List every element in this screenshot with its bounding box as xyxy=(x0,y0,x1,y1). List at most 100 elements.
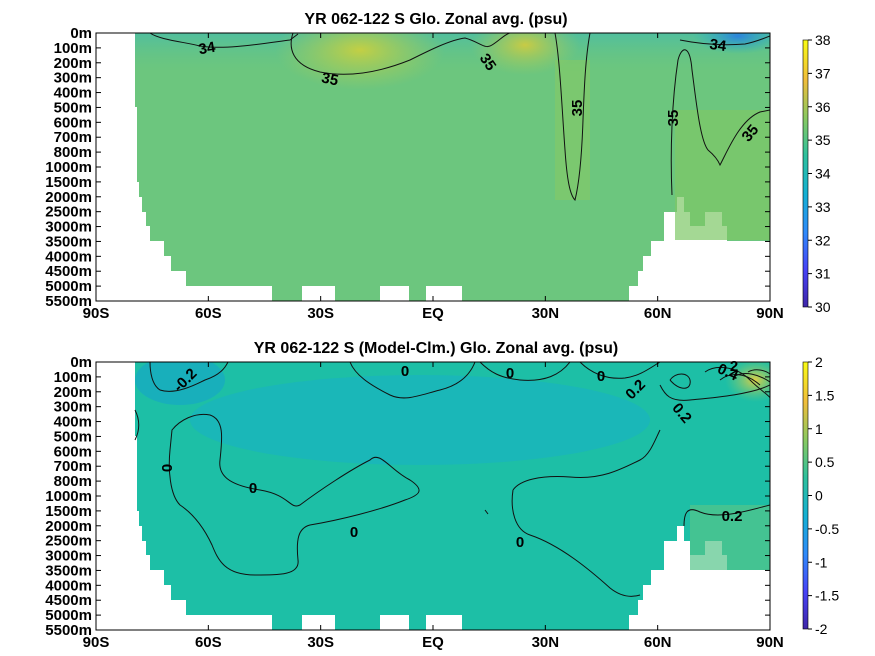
panel-a-contours xyxy=(149,33,770,201)
panel-b-y-tick-label: 3000m xyxy=(45,548,92,565)
panel-mean-salinity: YR 062-122 S Glo. Zonal avg. (psu) 34 35… xyxy=(45,11,831,322)
panel-a-y-tick-label: 1000m xyxy=(45,159,92,176)
panel-b-low-anomaly-south xyxy=(135,362,225,405)
panel-a-y-tick-label: 1500m xyxy=(45,174,92,191)
panel-a-contour-label-34-left: 34 xyxy=(197,39,217,59)
panel-a-cb-tick-label: 34 xyxy=(815,166,831,182)
panel-a-contour-label-35-a: 35 xyxy=(320,69,340,89)
panel-a-x-tick-label: 60N xyxy=(644,305,672,322)
panel-a-y-tick-label: 2500m xyxy=(45,204,92,221)
panel-b-y-tick-label: 0m xyxy=(70,354,92,371)
panel-a-arctic-fresh xyxy=(693,33,770,54)
panel-a-y-tick-label: 4500m xyxy=(45,263,92,280)
panel-a-y-tick-label: 800m xyxy=(54,144,92,161)
panel-b-cb-tick-label: -2 xyxy=(815,621,828,637)
panel-b-x-tick-label: 90S xyxy=(83,634,110,651)
panel-b-colorbar xyxy=(802,361,809,630)
panel-b-x-tick-label: 30S xyxy=(307,634,334,651)
panel-b-cb-tick-label: -0.5 xyxy=(815,521,839,537)
panel-b-contour-label-0-d: 0 xyxy=(401,363,409,380)
panel-a-cb-tick-label: 32 xyxy=(815,232,831,248)
panel-a-north-atlantic xyxy=(675,110,770,240)
panel-b-y-tick-label: 4000m xyxy=(45,577,92,594)
panel-a-y-tick-label: 0m xyxy=(70,25,92,42)
panel-a-y-tick-label: 2000m xyxy=(45,189,92,206)
panel-b-contour-label-0-g: 0 xyxy=(516,534,524,551)
panel-b-cb-tick-label: 0 xyxy=(815,488,823,504)
panel-b-cb-tick-label: 1 xyxy=(815,421,823,437)
panel-a-y-tick-label: 700m xyxy=(54,129,92,146)
panel-b-north-positive xyxy=(690,505,770,570)
panel-b-cb-tick-label: 2 xyxy=(815,354,823,370)
panel-b-contour-label-2: 2 xyxy=(730,358,738,375)
panel-b-y-tick-label: 800m xyxy=(54,473,92,490)
panel-a-cb-tick-label: 37 xyxy=(815,65,831,81)
panel-b-y-tick-label: 5000m xyxy=(45,607,92,624)
panel-b-y-tick-label: 4500m xyxy=(45,592,92,609)
panel-b-cb-tick-label: -1 xyxy=(815,554,828,570)
panel-b-y-tick-label: 3500m xyxy=(45,562,92,579)
panel-a-y-tick-label: 400m xyxy=(54,85,92,102)
panel-a-ocean-area xyxy=(135,33,770,301)
panel-a-x-tick-label: 90S xyxy=(83,305,110,322)
panel-b-field xyxy=(134,362,770,630)
panel-a-cb-tick-label: 36 xyxy=(815,99,831,115)
panel-a-y-tick-label: 3000m xyxy=(45,219,92,236)
panel-b-contour-label-0-e: 0 xyxy=(506,365,514,382)
panel-a-cb-tick-label: 33 xyxy=(815,199,831,215)
panel-a-x-tick-label: EQ xyxy=(422,305,444,322)
panel-b-y-tick-label: 600m xyxy=(54,443,92,460)
panel-a-title: YR 062-122 S Glo. Zonal avg. (psu) xyxy=(304,11,567,28)
panel-a-contour-label-34-right: 34 xyxy=(708,36,728,55)
panel-a-colorbar-ticks: 38 37 36 35 34 33 32 31 30 xyxy=(808,32,831,315)
panel-a-axes: 90S 60S 30S EQ 30N 60N 90N0m100m200m300m400m50… xyxy=(45,25,783,322)
panel-a-x-tick-label: 60S xyxy=(195,305,222,322)
panel-b-x-tick-label: EQ xyxy=(422,634,444,651)
panel-b-y-tick-label: 5500m xyxy=(45,622,92,639)
panel-b-cb-tick-label: -1.5 xyxy=(815,588,839,604)
panel-a-y-tick-label: 5000m xyxy=(45,278,92,295)
panel-a-cb-tick-label: 38 xyxy=(815,32,831,48)
panel-a-y-tick-label: 3500m xyxy=(45,233,92,250)
panel-a-y-tick-label: 500m xyxy=(54,99,92,116)
panel-b-contours xyxy=(134,362,770,597)
panel-b-y-tick-label: 100m xyxy=(54,369,92,386)
panel-b-cb-tick-label: 0.5 xyxy=(815,454,835,470)
panel-a-contour-label-35-d: 35 xyxy=(665,110,682,127)
panel-b-contour-label-0-c: 0 xyxy=(350,524,358,541)
panel-b-y-tick-label: 700m xyxy=(54,458,92,475)
panel-b-y-tick-label: 1500m xyxy=(45,503,92,520)
panel-b-contour-label-02-c: 0.2 xyxy=(722,508,743,525)
panel-b-x-tick-label: 60S xyxy=(195,634,222,651)
panel-a-subtropical-max-south xyxy=(275,33,445,90)
panel-b-x-tick-label: 90N xyxy=(756,634,784,651)
panel-b-high-anomaly-north xyxy=(725,362,770,402)
panel-b-x-tick-label: 60N xyxy=(644,634,672,651)
panel-a-y-tick-label: 5500m xyxy=(45,293,92,310)
panel-a-surface-shade xyxy=(135,33,770,73)
panel-a-cb-tick-label: 35 xyxy=(815,132,831,148)
panel-b-contour-label-0-b: 0 xyxy=(249,480,257,497)
panel-model-minus-climatology: YR 062-122 S (Model-Clm.) Glo. Zonal avg… xyxy=(45,340,839,651)
panel-a-y-tick-label: 100m xyxy=(54,40,92,57)
panel-b-y-tick-label: 300m xyxy=(54,399,92,416)
panel-b-y-tick-label: 2500m xyxy=(45,533,92,550)
panel-a-y-tick-label: 4000m xyxy=(45,248,92,265)
panel-b-y-tick-label: 500m xyxy=(54,428,92,445)
panel-b-cb-tick-label: 1.5 xyxy=(815,387,835,403)
panel-a-cb-tick-label: 31 xyxy=(815,266,831,282)
panel-a-subtropical-max-north xyxy=(470,33,580,75)
panel-b-y-tick-label: 2000m xyxy=(45,518,92,535)
panel-b-x-tick-label: 30N xyxy=(532,634,560,651)
panel-b-y-tick-label: 400m xyxy=(54,414,92,431)
panel-b-low-anomaly xyxy=(190,375,650,465)
panel-b-y-tick-label: 1000m xyxy=(45,488,92,505)
panel-b-y-tick-label: 200m xyxy=(54,384,92,401)
panel-b-axes: 90S 60S 30S EQ 30N 60N 90N0m100m200m300m400m50… xyxy=(45,354,783,651)
panel-a-field xyxy=(135,33,770,301)
panel-b-title: YR 062-122 S (Model-Clm.) Glo. Zonal avg… xyxy=(254,340,619,357)
panel-b-contour-label-0-f: 0 xyxy=(597,368,605,385)
panel-a-cb-tick-label: 30 xyxy=(815,299,831,315)
panel-a-colorbar xyxy=(802,39,809,308)
